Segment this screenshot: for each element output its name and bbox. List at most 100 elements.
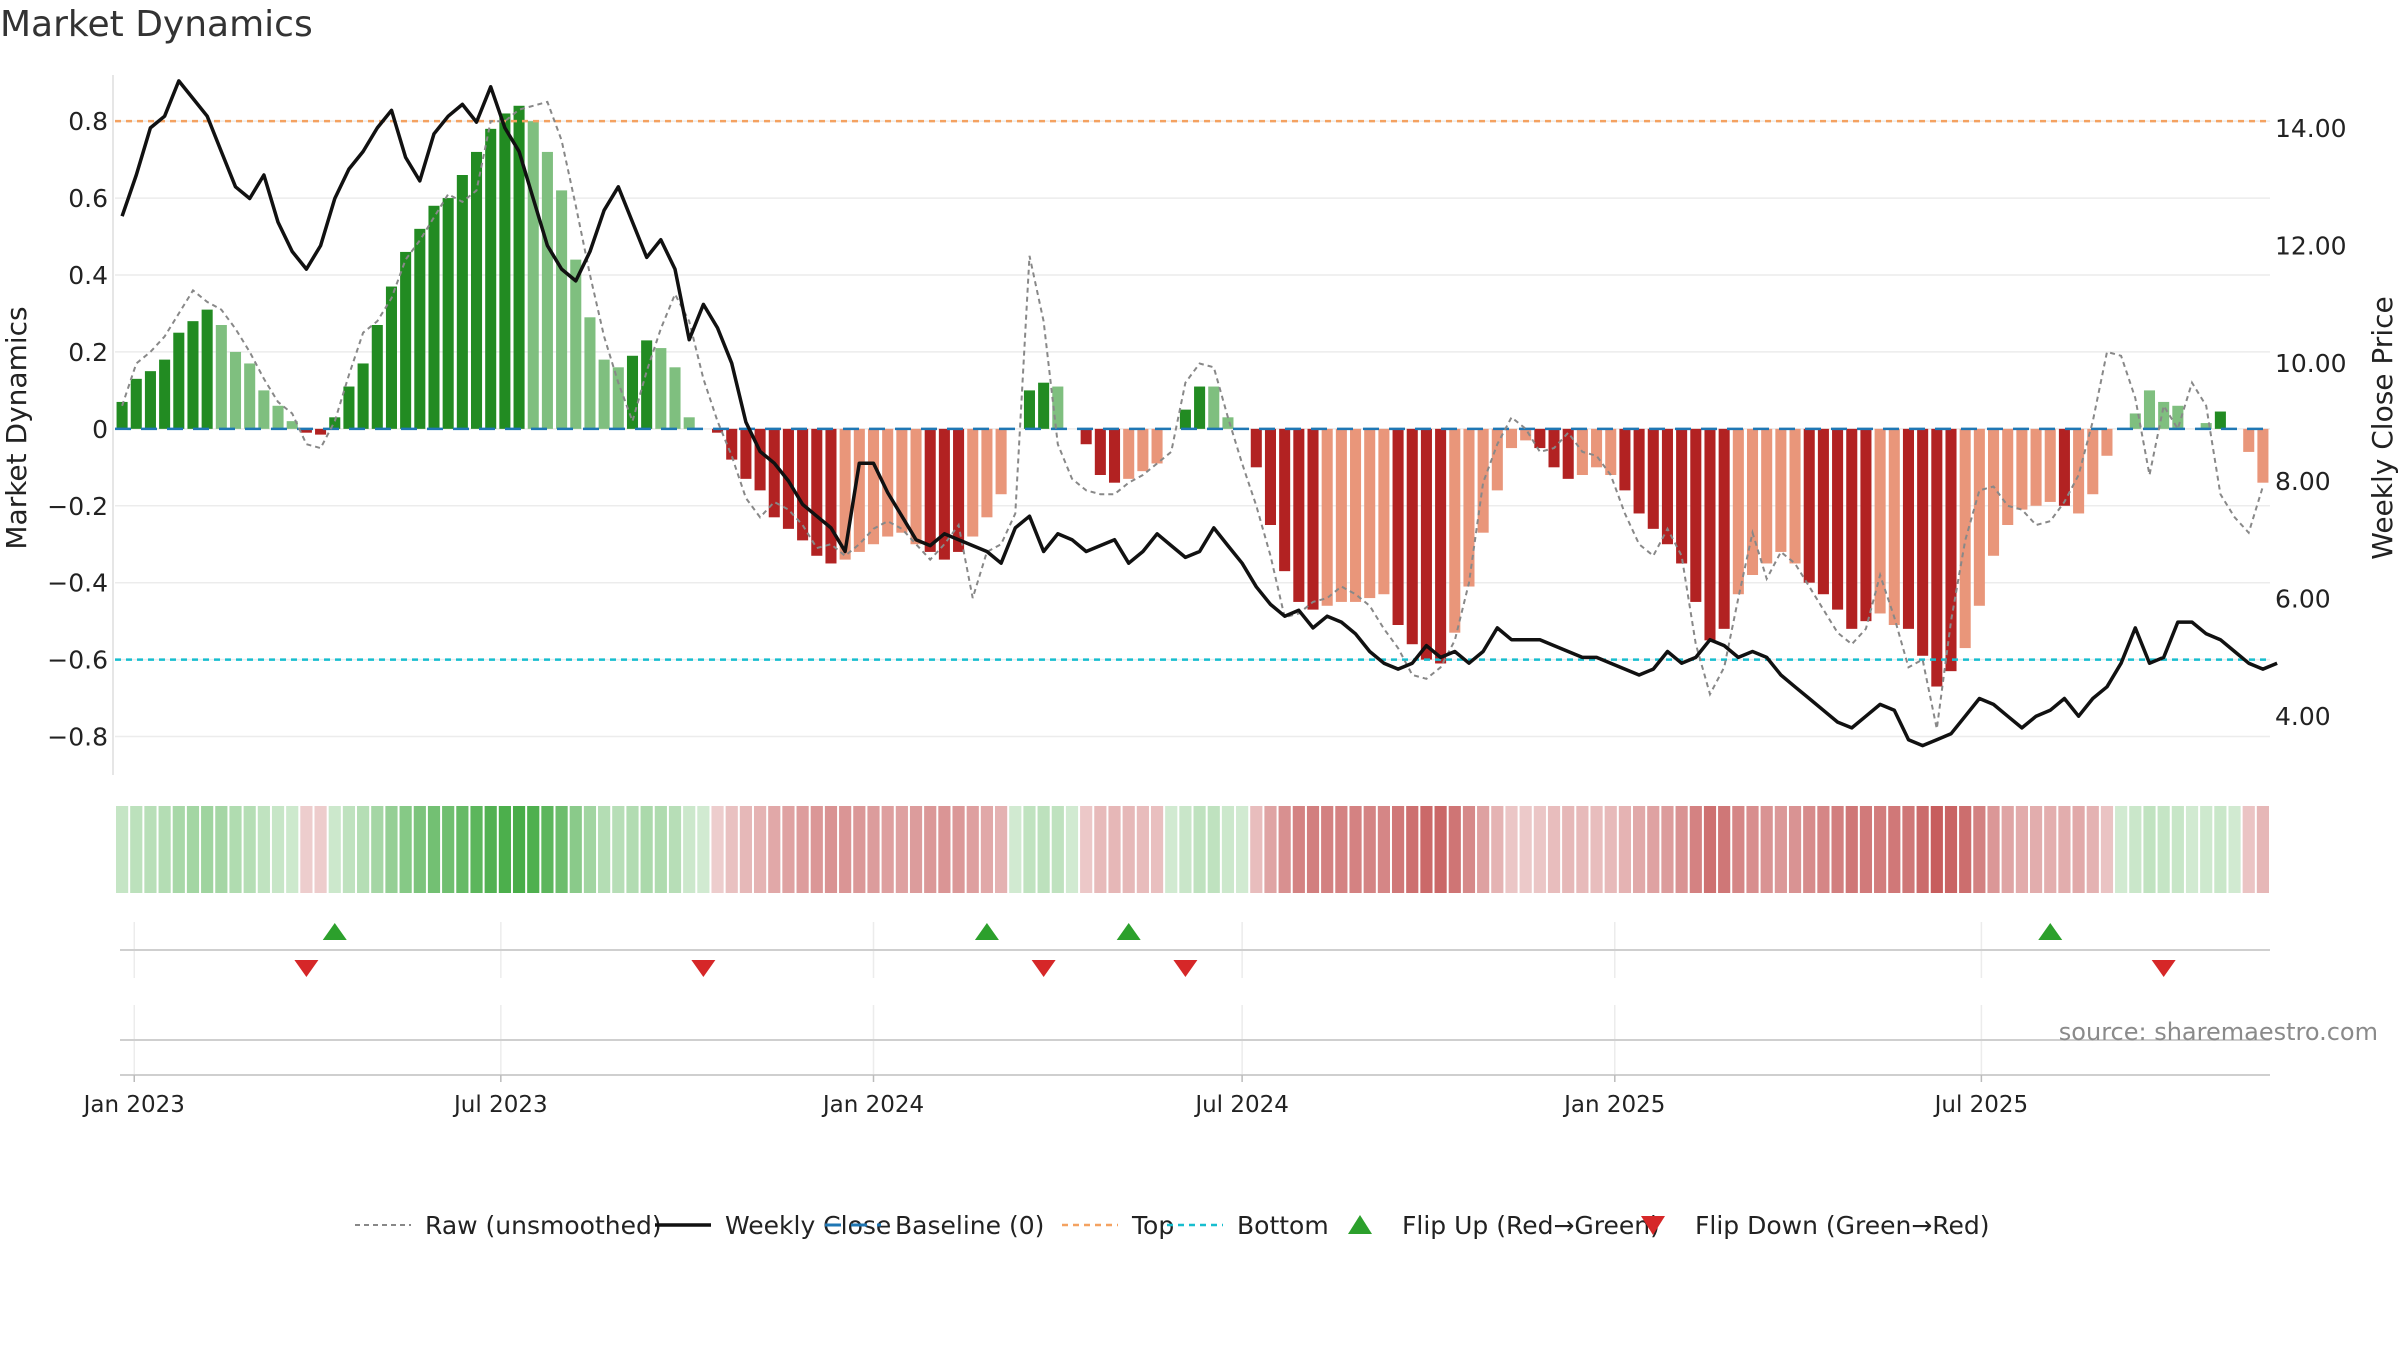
heat-cell xyxy=(1165,806,1178,893)
heat-cell xyxy=(1136,806,1149,893)
dynamics-bar xyxy=(2044,428,2056,502)
heat-cell xyxy=(1746,806,1759,893)
dynamics-bar xyxy=(2214,411,2226,429)
heat-cell xyxy=(456,806,469,893)
heat-cell xyxy=(683,806,696,893)
dynamics-bar xyxy=(1505,428,1518,449)
dynamics-bar xyxy=(1463,428,1475,587)
dynamics-bar xyxy=(1973,428,1985,606)
heat-cell xyxy=(541,806,554,893)
heat-cell xyxy=(2129,806,2142,893)
dynamics-bar xyxy=(116,401,128,429)
x-tick-label: Jan 2024 xyxy=(821,1092,924,1118)
dynamics-bar xyxy=(442,198,454,429)
heat-cell xyxy=(470,806,483,893)
dynamics-bar xyxy=(2101,428,2113,456)
x-axis-ticks: Jan 2023 Jul 2023 Jan 2024 Jul 2024 Jan 2025… xyxy=(82,1075,2029,1118)
y-tick-label: −0.2 xyxy=(47,492,108,521)
heat-cell xyxy=(2072,806,2085,893)
dynamics-bar xyxy=(981,428,993,518)
dynamics-bar xyxy=(1080,428,1092,445)
dynamics-bar xyxy=(527,121,539,429)
x-tick-label: Jul 2025 xyxy=(1933,1092,2029,1118)
dynamics-bar xyxy=(1250,428,1262,468)
flip-up-marker xyxy=(322,923,347,940)
heat-cell xyxy=(739,806,752,893)
dynamics-bar xyxy=(1477,428,1489,533)
heat-cell xyxy=(583,806,597,893)
dynamics-bar xyxy=(1902,428,1914,629)
dynamics-bar xyxy=(641,340,653,429)
heat-cell xyxy=(1647,806,1660,893)
heat-cell xyxy=(1462,806,1476,893)
heat-cell xyxy=(1434,806,1447,893)
y-axis-label: Market Dynamics xyxy=(0,306,33,549)
dynamics-bar xyxy=(159,359,171,429)
heat-cell xyxy=(1633,806,1646,893)
heat-cell xyxy=(1094,806,1107,893)
heat-cell xyxy=(881,806,894,893)
heat-cell xyxy=(853,806,866,893)
chart-legend: Raw (unsmoothed) Weekly Close Baseline (0)… xyxy=(355,1211,1990,1240)
dynamics-bar xyxy=(2172,405,2184,429)
legend-item: Flip Up (Red→Green) xyxy=(1348,1211,1660,1240)
legend-swatch xyxy=(1348,1215,1372,1234)
dynamics-bar xyxy=(300,428,312,433)
dynamics-bar xyxy=(229,351,242,429)
heat-cell xyxy=(271,806,285,893)
heat-cell xyxy=(1675,806,1688,893)
heat-cell xyxy=(2228,806,2241,893)
dynamics-bar xyxy=(1094,428,1106,475)
heat-cell xyxy=(1009,806,1022,893)
y2-tick-label: 14.00 xyxy=(2275,114,2347,143)
heat-cell xyxy=(753,806,767,893)
heat-cell xyxy=(1448,806,1461,893)
heat-cell xyxy=(1859,806,1873,893)
heat-cell xyxy=(357,806,370,893)
legend-item: Bottom xyxy=(1167,1211,1329,1240)
heat-cell xyxy=(966,806,979,893)
heat-cell xyxy=(2001,806,2014,893)
heat-cell xyxy=(1051,806,1064,893)
heat-cell xyxy=(2029,806,2043,893)
dynamics-bar xyxy=(1449,428,1461,633)
heat-cell xyxy=(725,806,738,893)
heat-cell xyxy=(555,806,568,893)
dynamics-bar xyxy=(315,428,327,435)
heat-cell xyxy=(527,806,540,893)
heat-cell xyxy=(413,806,426,893)
y-tick-label: 0.6 xyxy=(68,184,108,213)
flip-markers-panel xyxy=(120,922,2270,978)
dynamics-bar xyxy=(1789,428,1801,564)
dynamics-bar xyxy=(556,190,568,429)
heat-cell xyxy=(640,806,653,893)
heat-cell xyxy=(2185,806,2199,893)
dynamics-bar xyxy=(286,421,298,429)
dynamics-bar xyxy=(1435,428,1447,664)
dynamics-bar xyxy=(853,428,865,552)
heat-cell xyxy=(399,806,412,893)
heat-cell xyxy=(1732,806,1745,893)
heat-cell xyxy=(1618,806,1632,893)
dynamics-bar xyxy=(2030,428,2042,506)
heat-cell xyxy=(1065,806,1079,893)
dynamics-bar xyxy=(2143,390,2156,429)
dynamics-bar xyxy=(740,428,752,479)
heat-cell xyxy=(895,806,908,893)
y2-tick-label: 8.00 xyxy=(2275,467,2331,496)
dynamics-bar xyxy=(1676,428,1688,564)
heat-cell xyxy=(2171,806,2184,893)
dynamics-bar xyxy=(1803,428,1815,583)
heat-cell xyxy=(839,806,852,893)
dynamics-bar xyxy=(201,309,213,429)
dynamics-bar xyxy=(1746,428,1759,575)
dynamics-bar xyxy=(1732,428,1744,595)
dynamics-bar xyxy=(1420,428,1432,660)
flip-down-marker xyxy=(691,960,716,977)
dynamics-bar xyxy=(1364,428,1376,599)
raw-line xyxy=(121,100,2264,730)
dynamics-bar xyxy=(1151,428,1163,464)
heat-cell xyxy=(1760,806,1773,893)
dynamics-bar xyxy=(513,105,525,429)
dynamics-bar xyxy=(2129,413,2141,429)
